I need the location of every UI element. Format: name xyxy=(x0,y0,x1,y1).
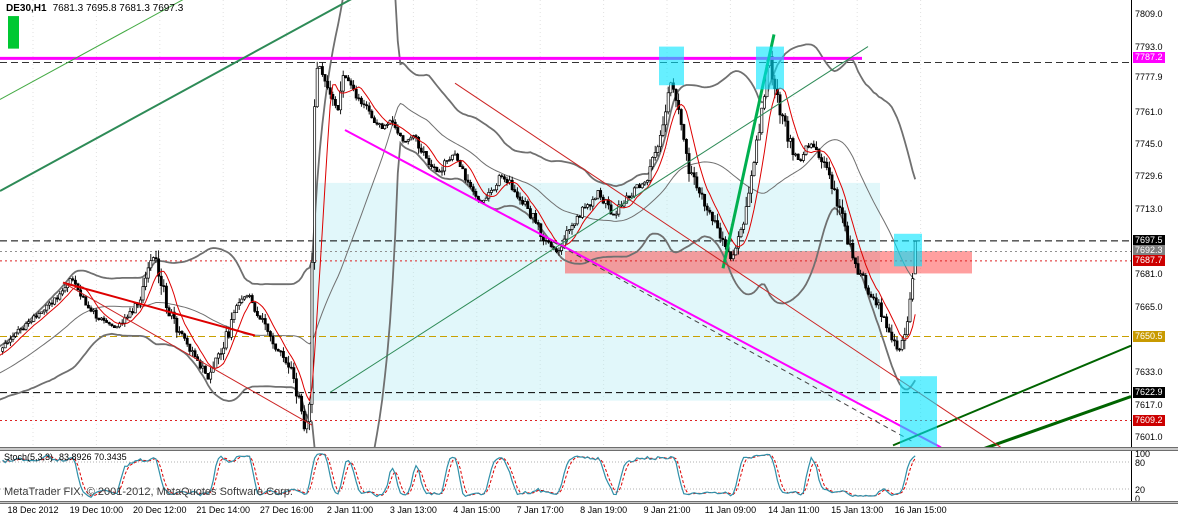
stochastic-canvas[interactable] xyxy=(0,451,1131,501)
ohlc-values: 7681.3 7695.8 7681.3 7697.3 xyxy=(52,3,184,14)
time-tick-label: 3 Jan 13:00 xyxy=(389,505,437,515)
price-tick-label: 7617.0 xyxy=(1135,399,1163,410)
price-marker-badge: 7787.2 xyxy=(1133,52,1165,64)
price-tick-label: 7793.0 xyxy=(1135,41,1163,52)
time-tick-label: 8 Jan 19:00 xyxy=(580,505,628,515)
time-tick-label: 20 Dec 12:00 xyxy=(133,505,187,515)
time-tick-label: 9 Jan 21:00 xyxy=(643,505,691,515)
price-chart-canvas[interactable] xyxy=(0,0,1131,447)
time-tick-label: 16 Jan 15:00 xyxy=(894,505,947,515)
time-tick-label: 27 Dec 16:00 xyxy=(259,505,314,515)
price-marker-badge: 7692.3 xyxy=(1133,245,1165,257)
price-chart-area[interactable]: DE30,H1 7681.3 7695.8 7681.3 7697.3 xyxy=(0,0,1132,447)
stochastic-panel[interactable]: Stoch(5,3,3) 83.8926 70.3435 xyxy=(0,451,1132,501)
price-tick-label: 7745.0 xyxy=(1135,139,1163,150)
time-tick-label: 11 Jan 09:00 xyxy=(704,505,757,515)
price-marker-badge: 7622.9 xyxy=(1133,386,1165,398)
stochastic-readout: Stoch(5,3,3) 83.8926 70.3435 xyxy=(4,452,127,462)
price-tick-label: 7809.0 xyxy=(1135,9,1163,20)
ohlc-readout: DE30,H1 7681.3 7695.8 7681.3 7697.3 xyxy=(6,3,183,14)
price-tick-label: 7713.0 xyxy=(1135,204,1163,215)
stochastic-axis[interactable]: 100 80 20 0 xyxy=(1132,449,1178,504)
price-tick-label: 7729.6 xyxy=(1135,170,1163,181)
stochastic-values: 83.8926 70.3435 xyxy=(59,452,127,462)
panel-separator[interactable] xyxy=(0,447,1178,451)
stoch-level-label: 20 xyxy=(1135,485,1146,495)
price-tick-label: 7681.0 xyxy=(1135,269,1163,280)
price-axis[interactable]: 7809.0 7793.0 7777.9 7761.0 7745.0 7729.6 7713… xyxy=(1132,0,1178,447)
symbol-timeframe-label: DE30,H1 xyxy=(6,3,47,14)
time-tick-label: 15 Jan 13:00 xyxy=(831,505,884,515)
time-tick-label: 18 Dec 2012 xyxy=(7,505,59,515)
time-axis[interactable]: 18 Dec 2012 19 Dec 10:00 20 Dec 12:00 21 De… xyxy=(0,504,1178,518)
price-marker-badge: 7609.2 xyxy=(1133,414,1165,426)
stoch-level-label: 0 xyxy=(1135,494,1141,504)
time-tick-label: 7 Jan 17:00 xyxy=(516,505,564,515)
price-tick-label: 7633.0 xyxy=(1135,367,1163,378)
price-tick-label: 7601.0 xyxy=(1135,432,1163,443)
stochastic-label: Stoch(5,3,3) xyxy=(4,452,54,462)
price-tick-label: 7777.9 xyxy=(1135,72,1163,83)
price-marker-badge: 7687.7 xyxy=(1133,254,1165,266)
price-marker-badge: 7697.5 xyxy=(1133,234,1165,246)
time-tick-label: 19 Dec 10:00 xyxy=(69,505,124,515)
panel-separator-bottom[interactable] xyxy=(0,501,1178,504)
time-tick-label: 21 Dec 14:00 xyxy=(196,505,250,515)
time-tick-label: 2 Jan 11:00 xyxy=(326,505,374,515)
stoch-level-label: 80 xyxy=(1135,458,1146,468)
stoch-level-label: 100 xyxy=(1135,449,1151,459)
price-marker-badge: 7650.5 xyxy=(1133,330,1165,342)
price-tick-label: 7665.0 xyxy=(1135,302,1163,313)
watermark: MetaTrader FIX, © 2001-2012, MetaQuotes … xyxy=(4,486,293,498)
time-tick-label: 4 Jan 15:00 xyxy=(453,505,501,515)
price-tick-label: 7761.0 xyxy=(1135,106,1163,117)
time-tick-label: 14 Jan 11:00 xyxy=(768,505,820,515)
